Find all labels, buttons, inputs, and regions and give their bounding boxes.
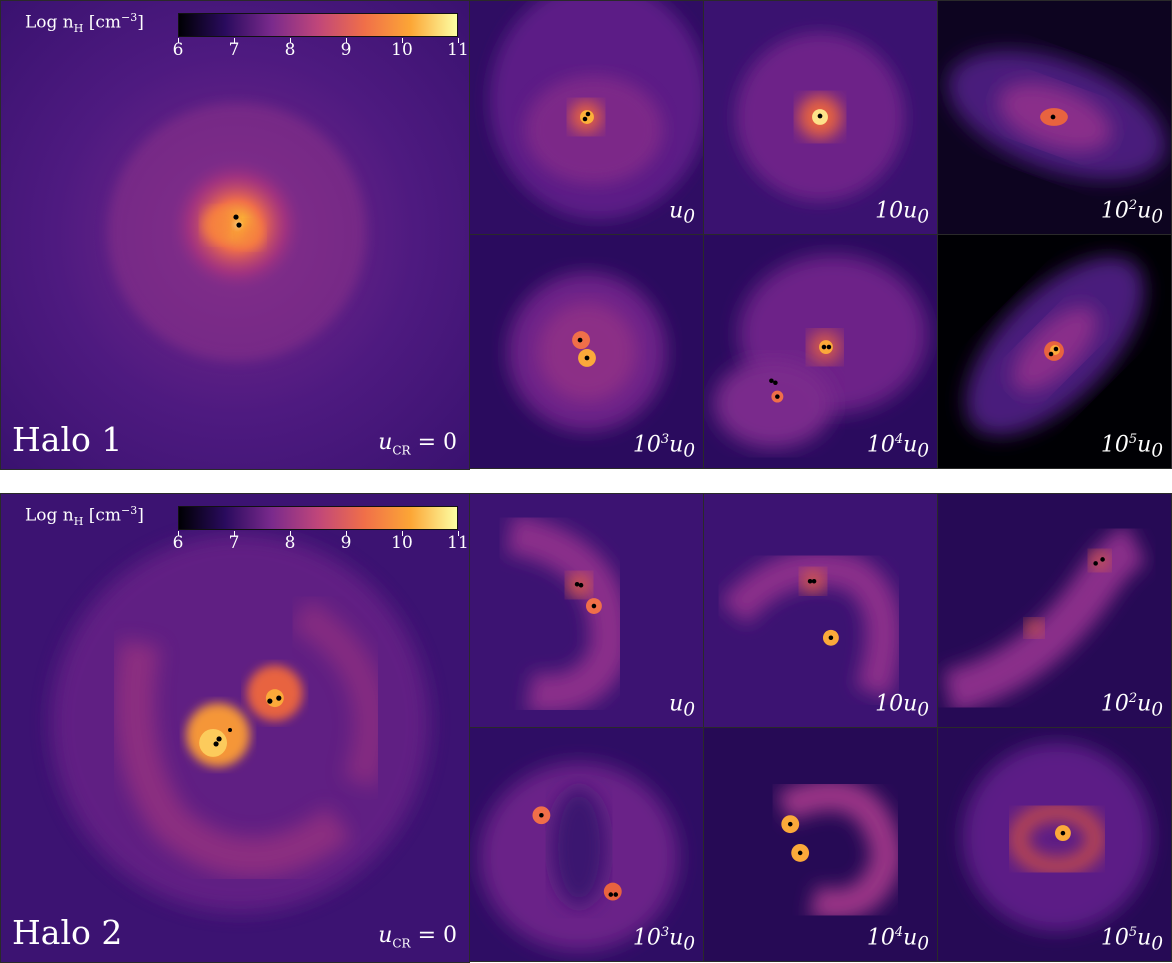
colorbar-tick-label: 11 bbox=[447, 40, 469, 60]
halo-1-panel-10-3-u0: 103u0 bbox=[469, 234, 704, 469]
colorbar-tick-label: 8 bbox=[284, 40, 296, 60]
halo-1-panel-10-2-u0: 102u0 bbox=[937, 0, 1172, 235]
colorbar-tick bbox=[401, 38, 403, 43]
colorbar-tick-label: 10 bbox=[391, 40, 413, 60]
halo-2-figure: Log nH [cm−3] 6 7 8 9 10 11 Halo 2 uCR = 0 u0 bbox=[0, 493, 1172, 963]
colorbar-tick-label: 8 bbox=[284, 533, 296, 553]
panel-label: 104u0 bbox=[866, 925, 929, 955]
colorbar-title: Log nH [cm−3] bbox=[25, 504, 144, 529]
ucr-label: uCR = 0 bbox=[378, 429, 457, 457]
halo-2-panel-10-4-u0: 104u0 bbox=[703, 727, 938, 962]
colorbar bbox=[178, 13, 458, 37]
halo-2-panel-10-5-u0: 105u0 bbox=[937, 727, 1172, 962]
density-map bbox=[938, 494, 1171, 727]
halo-title: Halo 1 bbox=[12, 420, 123, 459]
panel-label: 10u0 bbox=[875, 691, 929, 721]
density-map bbox=[704, 728, 937, 961]
colorbar-tick bbox=[289, 531, 291, 536]
halo-title: Halo 2 bbox=[12, 913, 123, 952]
panel-label: u0 bbox=[669, 691, 695, 721]
density-map bbox=[470, 494, 703, 727]
colorbar-tick bbox=[289, 38, 291, 43]
panel-label: 10u0 bbox=[875, 198, 929, 228]
halo-2-panel-10-2-u0: 102u0 bbox=[937, 493, 1172, 728]
panel-label: 104u0 bbox=[866, 432, 929, 462]
density-map bbox=[704, 235, 937, 468]
density-map bbox=[938, 235, 1171, 468]
panel-label: 103u0 bbox=[632, 432, 695, 462]
panel-label: 105u0 bbox=[1100, 925, 1163, 955]
sink-particle bbox=[236, 222, 242, 228]
halo-2-panel-10u0: 10u0 bbox=[703, 493, 938, 728]
density-map bbox=[470, 235, 703, 468]
halo-1-figure: Log nH [cm−3] 6 7 8 9 10 11 Halo 1 uCR = 0 u0 bbox=[0, 0, 1172, 470]
colorbar bbox=[178, 506, 458, 530]
colorbar-tick-label: 6 bbox=[172, 40, 184, 60]
panel-label: 103u0 bbox=[632, 925, 695, 955]
halo-1-main-panel: Log nH [cm−3] 6 7 8 9 10 11 Halo 1 uCR = 0 bbox=[0, 0, 470, 470]
colorbar-tick-label: 9 bbox=[340, 533, 352, 553]
colorbar-tick bbox=[345, 38, 347, 43]
density-map bbox=[1, 494, 469, 962]
colorbar-tick bbox=[233, 38, 235, 43]
colorbar-tick bbox=[177, 531, 179, 536]
density-map bbox=[1, 1, 469, 469]
colorbar-tick bbox=[457, 38, 459, 43]
panel-label: 105u0 bbox=[1100, 432, 1163, 462]
halo-2-main-panel: Log nH [cm−3] 6 7 8 9 10 11 Halo 2 uCR = 0 bbox=[0, 493, 470, 963]
colorbar-tick bbox=[345, 531, 347, 536]
colorbar-tick bbox=[233, 531, 235, 536]
density-map bbox=[704, 494, 937, 727]
colorbar-tick bbox=[457, 531, 459, 536]
panel-label: 102u0 bbox=[1100, 691, 1163, 721]
colorbar-tick-label: 7 bbox=[228, 533, 240, 553]
density-map bbox=[470, 728, 703, 961]
colorbar-title: Log nH [cm−3] bbox=[25, 11, 144, 36]
halo-2-panel-10-3-u0: 103u0 bbox=[469, 727, 704, 962]
colorbar-tick-label: 6 bbox=[172, 533, 184, 553]
density-map bbox=[470, 1, 703, 234]
colorbar-tick-label: 11 bbox=[447, 533, 469, 553]
density-map bbox=[704, 1, 937, 234]
halo-1-panel-u0: u0 bbox=[469, 0, 704, 235]
halo-1-panel-10u0: 10u0 bbox=[703, 0, 938, 235]
sink-particle bbox=[233, 214, 239, 220]
halo-1-panel-10-4-u0: 104u0 bbox=[703, 234, 938, 469]
colorbar-tick bbox=[177, 38, 179, 43]
colorbar-tick-label: 7 bbox=[228, 40, 240, 60]
density-map bbox=[938, 1, 1171, 234]
panel-label: u0 bbox=[669, 198, 695, 228]
ucr-label: uCR = 0 bbox=[378, 922, 457, 950]
panel-label: 102u0 bbox=[1100, 198, 1163, 228]
halo-2-panel-u0: u0 bbox=[469, 493, 704, 728]
density-map bbox=[938, 728, 1171, 961]
colorbar-tick-label: 9 bbox=[340, 40, 352, 60]
colorbar-tick bbox=[401, 531, 403, 536]
colorbar-tick-label: 10 bbox=[391, 533, 413, 553]
halo-1-panel-10-5-u0: 105u0 bbox=[937, 234, 1172, 469]
